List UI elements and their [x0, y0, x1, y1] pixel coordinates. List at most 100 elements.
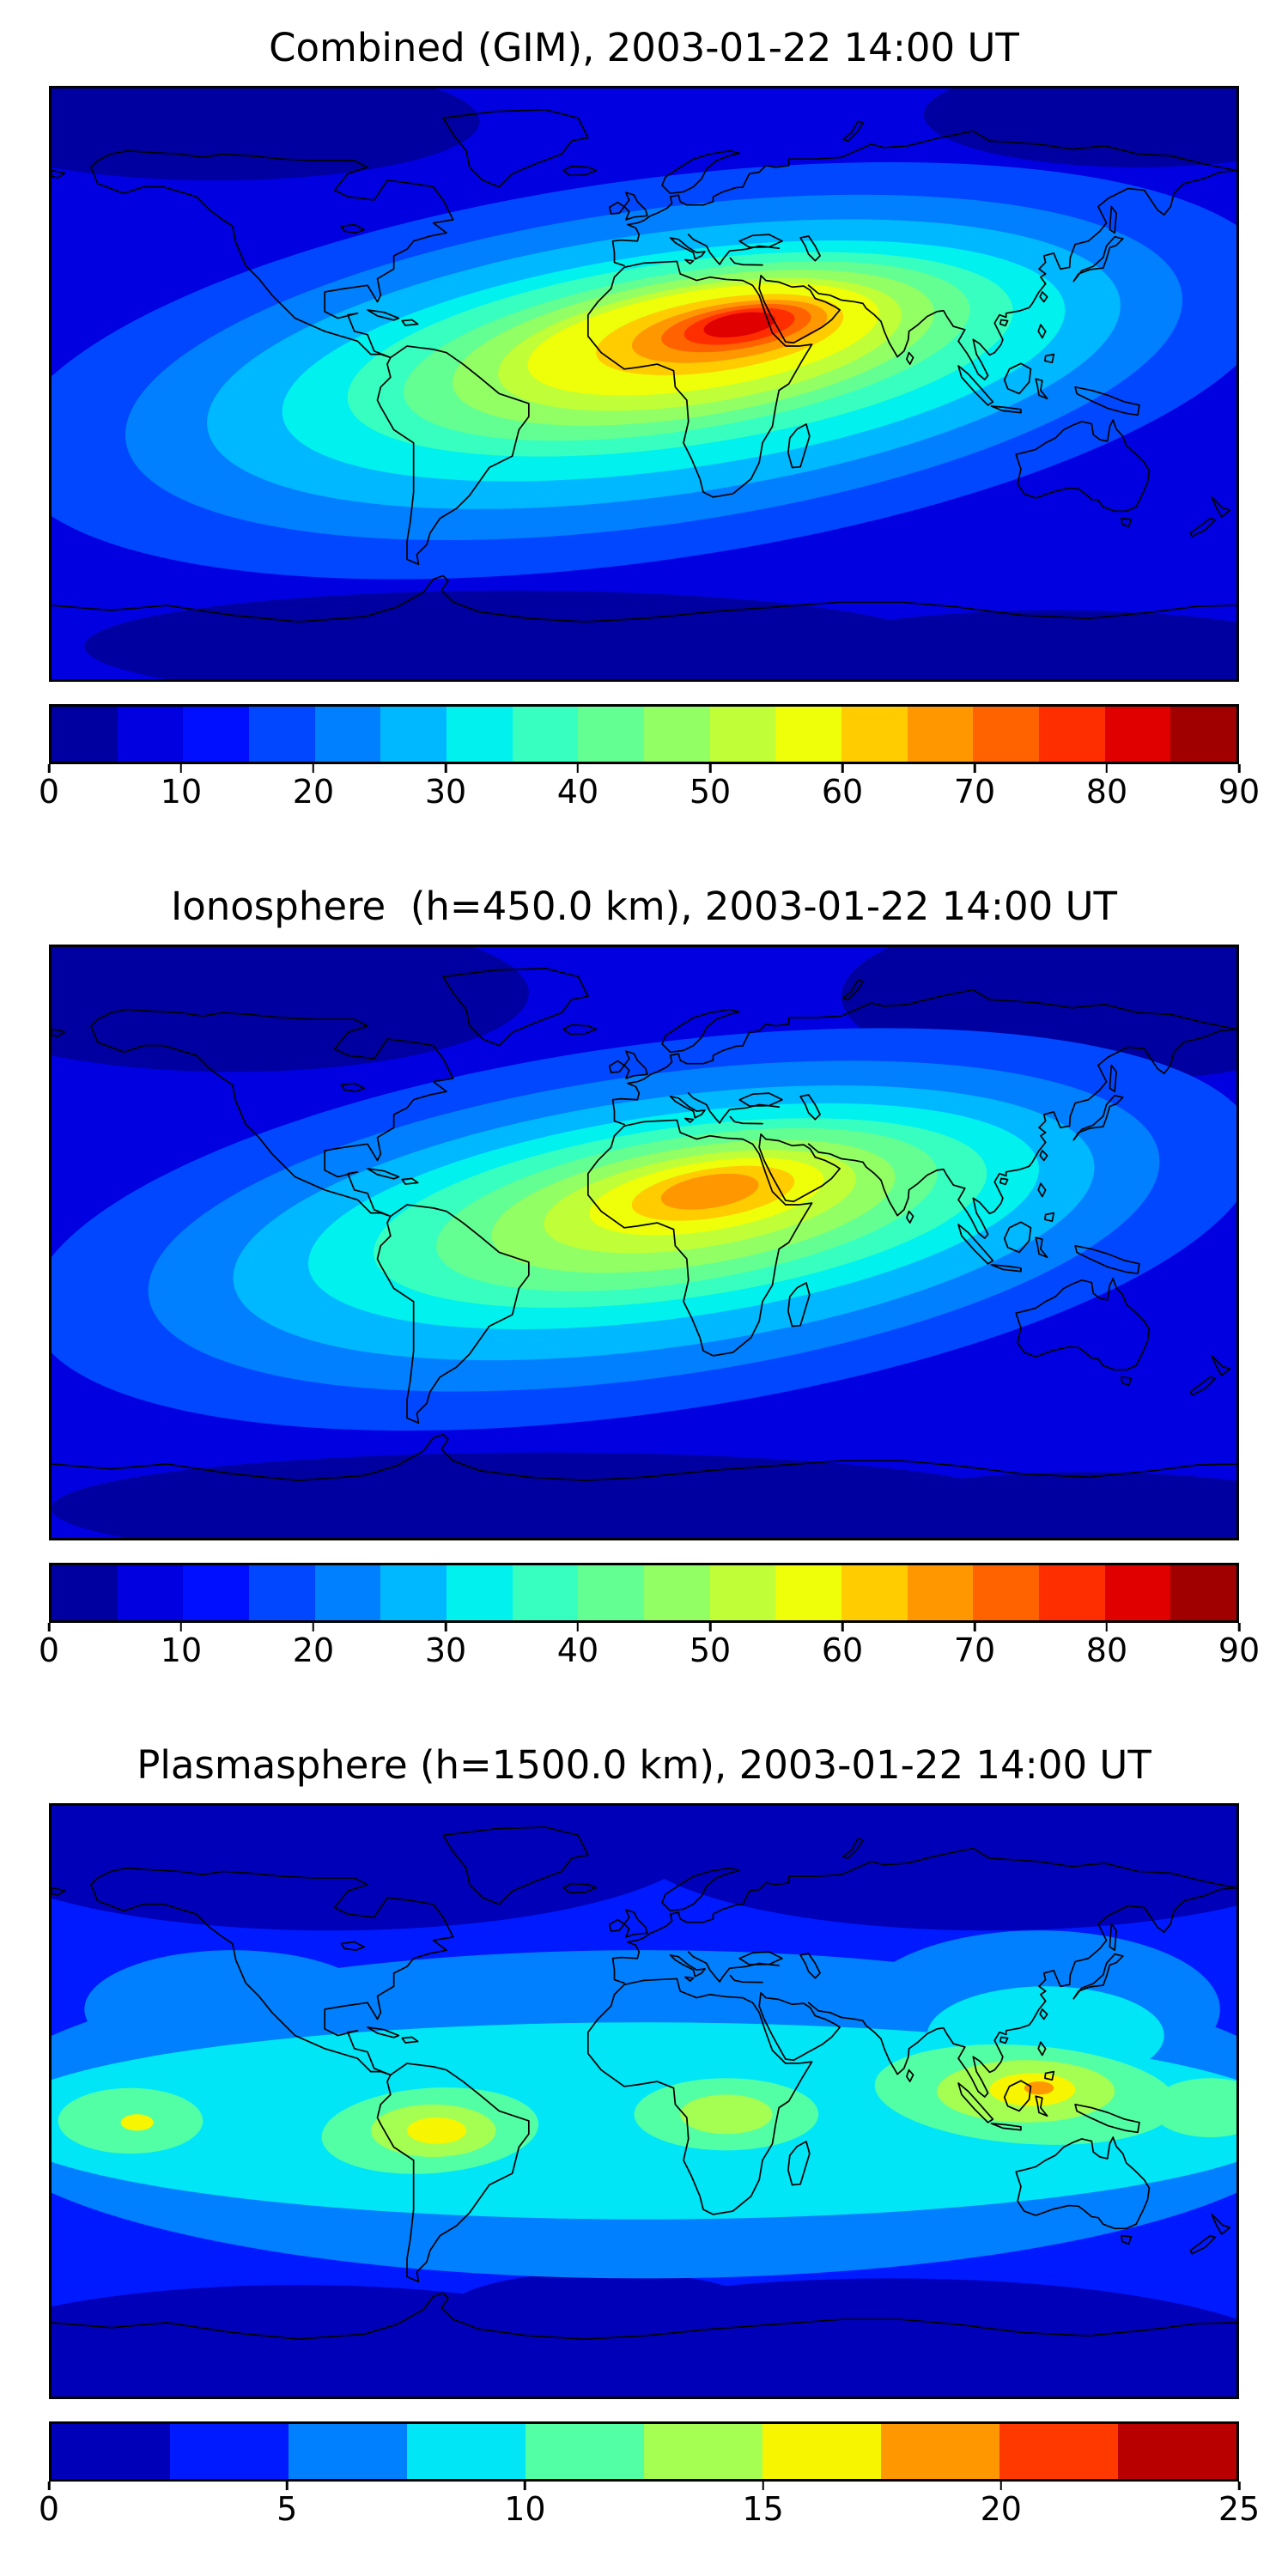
- colorbar-segment: [841, 706, 908, 762]
- colorbar-tick-mark: [973, 763, 976, 773]
- colorbar-tick-label: 30: [424, 772, 467, 811]
- colorbar-segment: [973, 706, 1040, 762]
- colorbar-segment: [709, 706, 776, 762]
- contour-blob: [703, 312, 775, 337]
- colorbar-tick-mark: [841, 1622, 844, 1631]
- colorbar-segment: [170, 2423, 289, 2479]
- colorbar-segment: [1039, 1564, 1105, 1620]
- contour-blob: [120, 2114, 154, 2131]
- colorbar-segment: [709, 1564, 776, 1620]
- colorbar-segment: [512, 1564, 579, 1620]
- colorbar-segment: [762, 2423, 881, 2479]
- colorbar-ticks-ionosphere: 0 10 20 30 40 50 60 70 80 90: [39, 1622, 1260, 1674]
- contour-blob: [52, 946, 529, 1072]
- colorbar-tick-mark: [1237, 763, 1241, 773]
- colorbar-segment: [380, 706, 447, 762]
- colorbar-tick-label: 60: [821, 1631, 864, 1669]
- colorbar-segment: [52, 1564, 118, 1620]
- map-ionosphere: [49, 944, 1239, 1540]
- colorbar-tick-mark: [524, 2481, 526, 2490]
- colorbar-tick-label: 80: [1085, 772, 1128, 811]
- colorbar-tick-label: 20: [292, 1631, 335, 1669]
- world-contour-map-combined: [52, 88, 1236, 679]
- contour-blob: [52, 88, 480, 180]
- colorbar-segment: [289, 2423, 407, 2479]
- colorbar-segment: [775, 1564, 842, 1620]
- contour-blob: [52, 1805, 710, 1930]
- colorbar-wrap-ionosphere: 0 10 20 30 40 50 60 70 80 90: [39, 1562, 1260, 1674]
- colorbar-segment: [1170, 706, 1236, 762]
- colorbar-tick-label: 5: [276, 2489, 298, 2528]
- colorbar-tick-label: 90: [1218, 772, 1261, 811]
- panel-ionosphere: Ionosphere (h=450.0 km), 2003-01-22 14:0…: [0, 859, 1288, 1717]
- contour-blob: [841, 1472, 1236, 1538]
- colorbar-tick-label: 0: [38, 772, 60, 811]
- colorbar-tick-label: 10: [160, 772, 203, 811]
- colorbar-segment: [314, 1564, 381, 1620]
- colorbar-tick-label: 40: [556, 772, 599, 811]
- contour-blob: [775, 610, 1236, 679]
- colorbar-tick-mark: [576, 763, 580, 773]
- contour-blob: [407, 2117, 466, 2144]
- colorbar-tick-label: 40: [556, 1631, 599, 1669]
- colorbar-segment: [117, 1564, 184, 1620]
- colorbar-tick-mark: [973, 1622, 976, 1631]
- panel-plasmasphere: Plasmasphere (h=1500.0 km), 2003-01-22 1…: [0, 1717, 1288, 2576]
- colorbar-segment: [775, 706, 842, 762]
- colorbar-tick-label: 90: [1218, 1631, 1261, 1669]
- colorbar-segment: [881, 2423, 999, 2479]
- contour-blob: [660, 1173, 759, 1210]
- colorbar-tick-label: 80: [1085, 1631, 1128, 1669]
- colorbar-segment: [841, 1564, 908, 1620]
- colorbar-wrap-combined: 0 10 20 30 40 50 60 70 80 90: [39, 703, 1260, 816]
- colorbar-segment: [1104, 1564, 1171, 1620]
- colorbar-tick-label: 10: [160, 1631, 203, 1669]
- colorbar-tick-mark: [841, 763, 844, 773]
- colorbar-tick-label: 70: [953, 772, 996, 811]
- colorbar-tick-mark: [762, 2481, 764, 2490]
- colorbar-segment: [1039, 706, 1105, 762]
- colorbar-tick-label: 25: [1218, 2489, 1261, 2528]
- colorbar-ticks-plasmasphere: 0 5 10 15 20 25: [39, 2481, 1260, 2533]
- colorbar-segment: [644, 2423, 762, 2479]
- map-combined: [49, 85, 1239, 682]
- colorbar-tick-label: 0: [38, 2489, 60, 2528]
- colorbar-tick-label: 70: [953, 1631, 996, 1669]
- map-plasmasphere: [49, 1802, 1239, 2399]
- colorbar-segment: [907, 706, 974, 762]
- colorbar-tick-label: 50: [689, 772, 732, 811]
- colorbar-tick-mark: [285, 2481, 289, 2490]
- colorbar-segment: [578, 1564, 645, 1620]
- colorbar-segment: [52, 2423, 170, 2479]
- colorbar-segment: [447, 706, 513, 762]
- world-contour-map-ionosphere: [52, 946, 1236, 1538]
- colorbar-segment: [117, 706, 184, 762]
- colorbar-tick-mark: [999, 2481, 1003, 2490]
- colorbar-tick-label: 20: [980, 2489, 1022, 2528]
- colorbar-tick-mark: [708, 763, 712, 773]
- contour-blob: [84, 590, 940, 679]
- colorbar-tick-label: 20: [292, 772, 335, 811]
- colorbar-segment: [907, 1564, 974, 1620]
- colorbar-ionosphere: [49, 1562, 1239, 1623]
- colorbar-plasmasphere: [49, 2421, 1239, 2482]
- colorbar-tick-label: 0: [38, 1631, 60, 1669]
- colorbar-tick-mark: [1237, 1622, 1241, 1631]
- colorbar-segment: [407, 2423, 526, 2479]
- colorbar-segment: [512, 706, 579, 762]
- colorbar-wrap-plasmasphere: 0 5 10 15 20 25: [39, 2421, 1260, 2533]
- colorbar-segment: [380, 1564, 447, 1620]
- colorbar-tick-mark: [179, 1622, 183, 1631]
- colorbar-segment: [973, 1564, 1040, 1620]
- colorbar-tick-mark: [1105, 763, 1109, 773]
- colorbar-segment: [52, 706, 118, 762]
- colorbar-segment: [249, 706, 315, 762]
- colorbar-tick-mark: [312, 763, 315, 773]
- colorbar-tick-label: 10: [504, 2489, 546, 2528]
- panel-title-ionosphere: Ionosphere (h=450.0 km), 2003-01-22 14:0…: [170, 884, 1118, 929]
- colorbar-ticks-combined: 0 10 20 30 40 50 60 70 80 90: [39, 763, 1260, 816]
- colorbar-segment: [314, 706, 381, 762]
- contour-blob: [52, 1452, 1039, 1538]
- colorbar-segment: [644, 1564, 710, 1620]
- colorbar-combined: [49, 703, 1239, 764]
